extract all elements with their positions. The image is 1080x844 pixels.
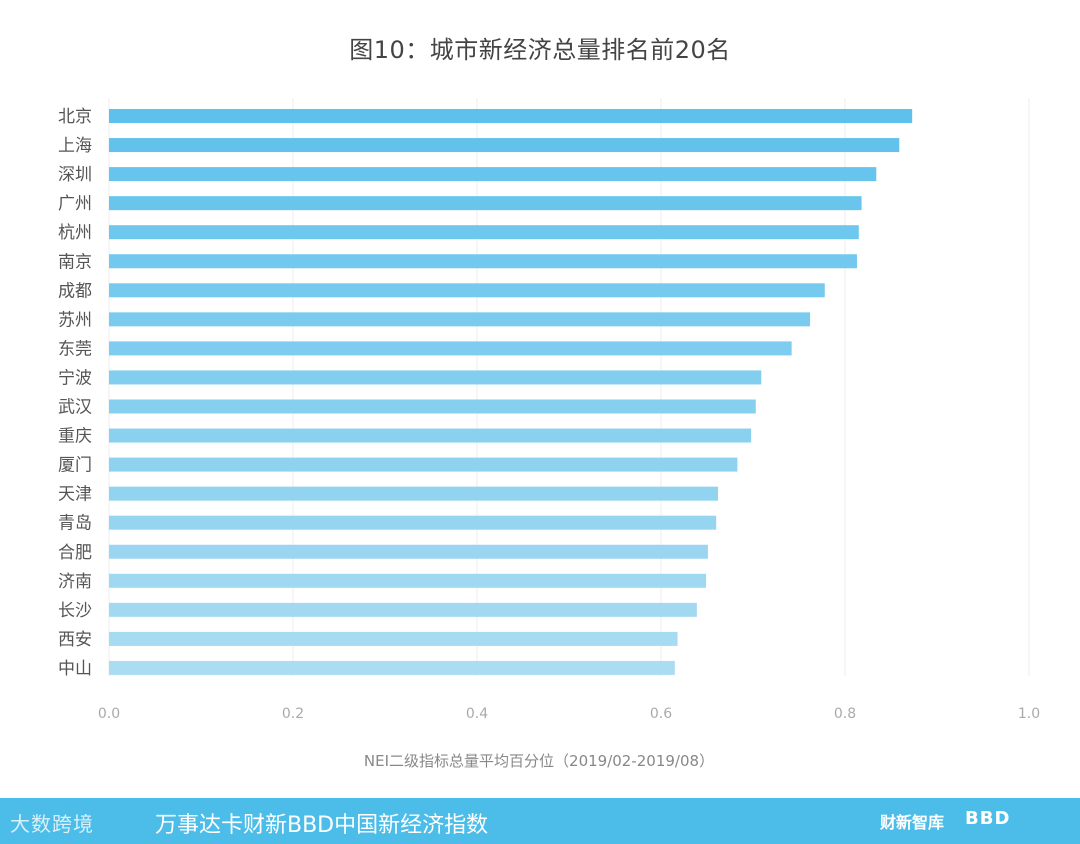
category-label: 武汉 (58, 398, 92, 418)
bar (109, 225, 859, 240)
bar-chart: 北京上海深圳广州杭州南京成都苏州东莞宁波武汉重庆厦门天津青岛合肥济南长沙西安中山… (58, 98, 1040, 770)
bar (109, 457, 738, 472)
category-label: 宁波 (58, 368, 92, 388)
watermark-logo: 大数跨境 (10, 812, 94, 836)
category-label: 深圳 (58, 165, 92, 185)
category-label: 青岛 (58, 514, 92, 534)
category-label: 东莞 (58, 339, 92, 359)
footer-index-label: 万事达卡财新BBD中国新经济指数 (155, 813, 489, 838)
bar (109, 602, 697, 617)
bar (109, 660, 675, 675)
x-tick-label: 0.0 (98, 706, 120, 722)
bar (109, 544, 708, 559)
bar (109, 283, 825, 298)
category-label: 济南 (58, 572, 92, 592)
bar (109, 573, 707, 588)
x-tick-label: 0.4 (466, 706, 488, 722)
category-label: 南京 (58, 252, 92, 272)
category-label: 重庆 (58, 427, 92, 447)
bars (109, 109, 913, 675)
bar (109, 196, 862, 211)
category-label: 中山 (58, 659, 92, 679)
bar (109, 399, 756, 414)
x-tick-label: 0.6 (650, 706, 672, 722)
bar (109, 341, 792, 356)
category-label: 成都 (58, 281, 92, 301)
category-label: 北京 (58, 107, 92, 127)
x-tick-label: 0.2 (282, 706, 304, 722)
caixin-think-tank-logo: 财新智库 (880, 813, 945, 832)
bar (109, 370, 762, 385)
x-tick-label: 0.8 (834, 706, 856, 722)
bar (109, 109, 913, 123)
bar (109, 428, 752, 443)
bar (109, 167, 877, 182)
category-label: 上海 (58, 136, 92, 156)
x-axis-label: NEI二级指标总量平均百分位（2019/02-2019/08） (364, 752, 714, 770)
x-tick-labels: 0.0 0.2 0.4 0.6 0.8 1.0 (98, 706, 1040, 722)
bar (109, 631, 678, 646)
category-label: 天津 (58, 485, 92, 505)
bar (109, 486, 719, 501)
footer-bar: 大数跨境 万事达卡财新BBD中国新经济指数 财新智库 BBD (0, 798, 1080, 844)
bar (109, 515, 717, 530)
category-label: 长沙 (58, 601, 92, 621)
chart-title: 图10：城市新经济总量排名前20名 (349, 36, 731, 64)
category-label: 广州 (58, 194, 92, 214)
bbd-logo: BBD (965, 808, 1011, 829)
x-tick-label: 1.0 (1018, 706, 1040, 722)
grid-lines (108, 98, 1030, 676)
category-label: 苏州 (58, 310, 92, 330)
bar (109, 254, 857, 269)
bar (109, 312, 811, 327)
category-label: 杭州 (58, 223, 92, 243)
category-label: 合肥 (58, 543, 92, 563)
bar (109, 138, 900, 153)
category-label: 西安 (58, 630, 92, 650)
category-label: 厦门 (58, 456, 92, 476)
